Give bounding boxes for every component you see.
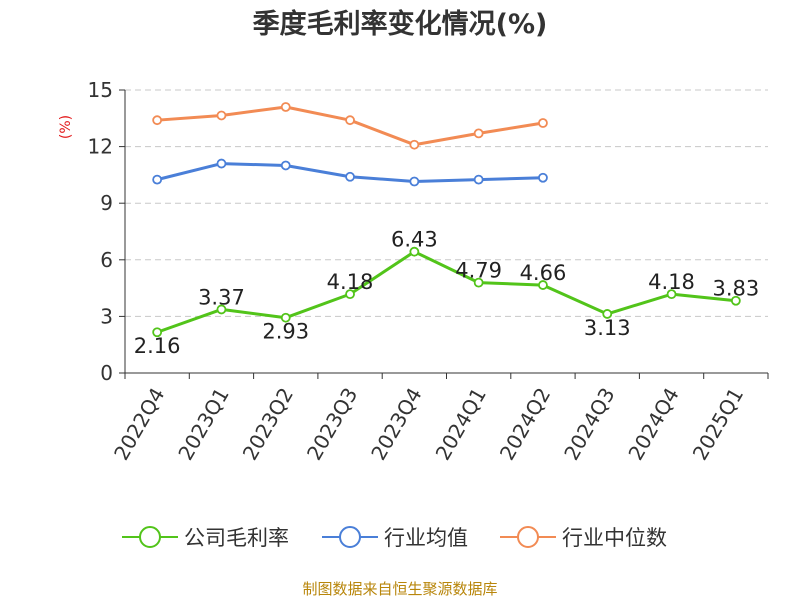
data-label: 4.79 <box>455 259 502 283</box>
x-tick-label: 2023Q3 <box>302 384 362 465</box>
data-point <box>409 176 420 187</box>
data-point <box>538 118 548 128</box>
data-point <box>538 280 548 290</box>
x-tick-label: 2023Q2 <box>238 384 298 465</box>
legend: 公司毛利率 行业均值 行业中位数 <box>122 526 667 550</box>
data-point <box>345 289 355 300</box>
x-tick-label: 2025Q1 <box>688 384 748 465</box>
data-point <box>152 115 163 126</box>
series-line <box>157 105 544 147</box>
data-point <box>280 312 291 323</box>
data-point <box>280 102 291 112</box>
data-point <box>473 277 484 288</box>
legend-label: 公司毛利率 <box>184 526 289 550</box>
y-axis-label: (%) <box>58 115 74 139</box>
data-label: 2.16 <box>134 334 181 358</box>
data-point <box>538 172 548 183</box>
data-point <box>473 128 484 139</box>
legend-marker <box>339 526 361 548</box>
legend-label: 行业均值 <box>384 526 468 550</box>
x-tick-label: 2022Q4 <box>109 384 169 465</box>
data-point <box>216 304 227 315</box>
data-point <box>216 158 227 169</box>
gridlines <box>125 89 768 317</box>
data-label: 2.93 <box>262 320 309 344</box>
x-tick-label: 2024Q1 <box>431 384 491 465</box>
x-tick-label: 2024Q2 <box>495 384 555 465</box>
y-tick-label: 0 <box>100 361 113 385</box>
legend-marker <box>517 526 539 548</box>
data-point <box>602 309 613 319</box>
x-tick-label: 2024Q3 <box>559 384 619 465</box>
data-point <box>152 174 163 185</box>
chart-title: 季度毛利率变化情况(%) <box>253 8 548 40</box>
data-point <box>280 160 291 171</box>
data-point <box>409 139 420 150</box>
data-labels: 2.16 3.37 2.93 4.18 6.43 4.79 4.66 3.13 4.18 3.83 <box>134 228 759 359</box>
legend-label: 行业中位数 <box>562 526 667 550</box>
series-line <box>156 250 737 334</box>
y-tick-label: 12 <box>88 135 113 159</box>
data-point <box>345 171 355 182</box>
data-point <box>666 289 677 300</box>
data-point <box>345 115 355 126</box>
data-point <box>216 110 227 121</box>
x-tick-label: 2023Q1 <box>173 384 233 465</box>
data-label: 3.83 <box>712 277 759 301</box>
data-label: 3.37 <box>198 285 245 309</box>
data-point <box>473 174 484 185</box>
x-tick-label: 2023Q4 <box>366 384 426 465</box>
data-label: 3.13 <box>584 316 631 340</box>
data-point <box>409 246 420 257</box>
data-point <box>152 327 163 338</box>
series-layer <box>152 102 741 338</box>
data-label: 4.18 <box>648 270 695 294</box>
data-label: 4.18 <box>327 270 374 294</box>
y-tick-label: 3 <box>100 304 113 328</box>
data-label: 4.66 <box>520 261 567 285</box>
y-tick-label: 6 <box>100 248 113 272</box>
y-tick-label: 9 <box>100 191 113 215</box>
data-label: 6.43 <box>391 228 438 252</box>
x-tick-label: 2024Q4 <box>623 384 683 465</box>
y-tick-label: 15 <box>88 78 113 102</box>
source-note: 制图数据来自恒生聚源数据库 <box>302 580 497 598</box>
legend-marker <box>139 526 161 548</box>
data-point <box>730 295 741 306</box>
